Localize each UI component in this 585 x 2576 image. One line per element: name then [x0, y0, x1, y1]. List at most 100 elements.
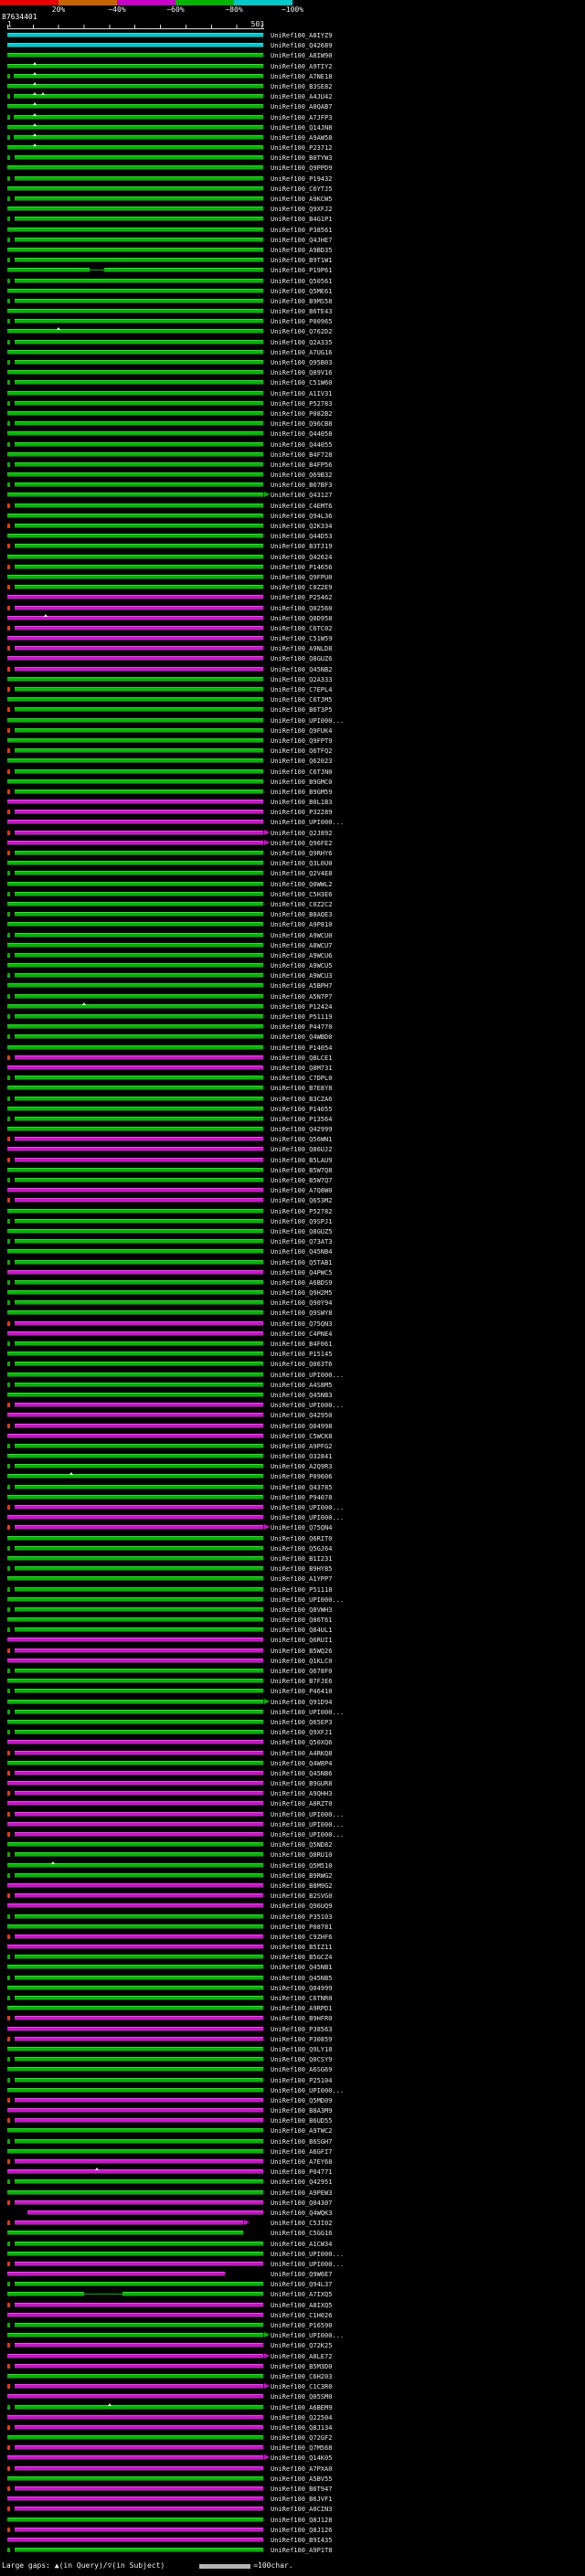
hit-label[interactable]: UniRef100_B6T947 [271, 2486, 333, 2493]
hit-label[interactable]: UniRef100_C6YTJ5 [271, 185, 333, 193]
hit-label[interactable]: UniRef100_Q8J126 [271, 2526, 333, 2534]
hit-label[interactable]: UniRef100_Q69B32 [271, 472, 333, 480]
hit-bar[interactable] [7, 983, 263, 989]
hit-bar[interactable] [7, 1106, 263, 1111]
hit-label[interactable]: UniRef100_Q45NB4 [271, 1248, 333, 1256]
hit-bar[interactable] [15, 2404, 263, 2410]
hit-label[interactable]: UniRef100_C4PNE4 [271, 1330, 333, 1338]
hit-label[interactable]: UniRef100_Q04998 [271, 1422, 333, 1430]
hit-label[interactable]: UniRef100_Q1KLC0 [271, 1657, 333, 1665]
hit-label[interactable]: UniRef100_A8WCU7 [271, 941, 333, 949]
hit-bar[interactable] [7, 1924, 263, 1929]
hit-label[interactable]: UniRef100_B5WQ26 [271, 1647, 333, 1655]
hit-label[interactable]: UniRef100_P35103 [271, 1913, 333, 1921]
hit-bar[interactable] [7, 2251, 263, 2256]
hit-label[interactable]: UniRef100_B5GCZ4 [271, 1954, 333, 1962]
hit-label[interactable]: UniRef100_Q9FPU0 [271, 573, 333, 581]
hit-label[interactable]: UniRef100_B5M3D0 [271, 2362, 333, 2370]
hit-label[interactable]: UniRef100_A9BD35 [271, 246, 333, 254]
hit-bar[interactable] [15, 1648, 263, 1653]
hit-label[interactable]: UniRef100_C9ZHF6 [271, 1933, 333, 1941]
hit-bar[interactable] [7, 656, 263, 662]
hit-label[interactable]: UniRef100_Q2V4E8 [271, 870, 333, 878]
hit-label[interactable]: UniRef100_Q4WBD0 [271, 1034, 333, 1042]
hit-bar[interactable] [7, 676, 263, 682]
hit-bar[interactable] [7, 83, 263, 89]
hit-bar[interactable] [15, 1341, 263, 1346]
hit-bar[interactable] [15, 2241, 263, 2246]
hit-bar[interactable] [15, 2527, 263, 2532]
hit-bar[interactable] [15, 2486, 263, 2491]
hit-bar[interactable] [15, 258, 263, 263]
hit-label[interactable]: UniRef100_Q62023 [271, 758, 333, 766]
hit-bar[interactable] [15, 830, 263, 835]
hit-bar[interactable] [15, 2424, 263, 2430]
hit-bar[interactable] [15, 360, 263, 365]
hit-bar[interactable] [7, 1555, 263, 1561]
hit-bar[interactable] [14, 94, 263, 100]
hit-label[interactable]: UniRef100_Q9XFJ2 [271, 206, 333, 214]
hit-bar[interactable] [15, 2077, 263, 2083]
hit-label[interactable]: UniRef100_P04771 [271, 2168, 333, 2177]
hit-bar[interactable] [7, 1801, 263, 1807]
hit-label[interactable]: UniRef100_A9AW58 [271, 133, 333, 142]
hit-bar[interactable] [7, 1515, 263, 1521]
hit-label[interactable]: UniRef100_B9GM59 [271, 788, 333, 796]
hit-label[interactable]: UniRef100_Q5MD09 [271, 2096, 333, 2104]
hit-label[interactable]: UniRef100_P14055 [271, 1105, 333, 1113]
hit-bar[interactable] [15, 1669, 263, 1673]
hit-label[interactable]: UniRef100_B67BF3 [271, 482, 333, 490]
hit-bar[interactable] [15, 1975, 263, 1980]
hit-bar[interactable] [15, 1811, 263, 1817]
hit-bar[interactable] [7, 288, 263, 293]
hit-bar[interactable] [15, 871, 263, 876]
hit-label[interactable]: UniRef100_Q762D2 [271, 328, 333, 336]
hit-label[interactable]: UniRef100_Q43127 [271, 492, 333, 500]
hit-bar[interactable] [15, 891, 263, 896]
hit-bar[interactable] [7, 2108, 263, 2114]
hit-bar[interactable] [15, 196, 263, 201]
hit-label[interactable]: UniRef100_Q4WQK3 [271, 2209, 333, 2217]
hit-bar[interactable] [15, 155, 263, 161]
hit-label[interactable]: UniRef100_Q42689 [271, 42, 333, 50]
hit-bar[interactable] [7, 1638, 263, 1643]
hit-bar[interactable] [7, 595, 263, 600]
hit-bar[interactable] [7, 1392, 263, 1397]
hit-bar[interactable] [7, 1433, 263, 1438]
hit-label[interactable]: UniRef100_UPI000... [271, 1831, 345, 1839]
hit-bar[interactable] [7, 1821, 263, 1827]
hit-bar[interactable] [7, 2087, 263, 2093]
hit-bar[interactable] [7, 942, 263, 948]
hit-label[interactable]: UniRef100_Q9FUK4 [271, 726, 333, 735]
hit-bar[interactable] [15, 1893, 263, 1899]
hit-bar[interactable] [7, 2537, 263, 2542]
hit-label[interactable]: UniRef100_C7DPL0 [271, 1075, 333, 1083]
hit-label[interactable]: UniRef100_UPI000... [271, 1820, 345, 1829]
hit-bar[interactable] [15, 1627, 263, 1633]
hit-bar[interactable] [15, 1403, 263, 1408]
hit-label[interactable]: UniRef100_Q8GUZ6 [271, 655, 333, 663]
hit-label[interactable]: UniRef100_Q45NB6 [271, 1769, 333, 1777]
hit-label[interactable]: UniRef100_UPI000... [271, 2332, 345, 2340]
hit-bar[interactable] [14, 114, 263, 120]
hit-label[interactable]: UniRef100_B1I231 [271, 1554, 333, 1563]
hit-bar[interactable] [15, 1076, 263, 1081]
hit-label[interactable]: UniRef100_P30859 [271, 2035, 333, 2043]
hit-bar[interactable] [7, 43, 263, 48]
hit-bar[interactable] [7, 554, 263, 559]
hit-label[interactable]: UniRef100_Q9H2M5 [271, 1289, 333, 1298]
hit-label[interactable]: UniRef100_Q45NB1 [271, 1964, 333, 1972]
hit-bar[interactable] [15, 2323, 263, 2327]
hit-bar[interactable] [15, 769, 263, 774]
hit-bar[interactable] [15, 1055, 263, 1060]
hit-label[interactable]: UniRef100_Q063T6 [271, 1361, 333, 1369]
hit-label[interactable]: UniRef100_Q73AT3 [271, 1238, 333, 1246]
hit-label[interactable]: UniRef100_Q94L37 [271, 2281, 333, 2289]
hit-bar[interactable] [7, 1269, 263, 1275]
hit-label[interactable]: UniRef100_Q5GJ64 [271, 1544, 333, 1553]
hit-bar[interactable] [15, 1279, 263, 1285]
hit-label[interactable]: UniRef100_A5N7P7 [271, 992, 333, 1001]
hit-label[interactable]: UniRef100_B9GUR8 [271, 1780, 333, 1788]
hit-label[interactable]: UniRef100_B5W7Q8 [271, 1166, 333, 1174]
hit-label[interactable]: UniRef100_P09606 [271, 1473, 333, 1481]
